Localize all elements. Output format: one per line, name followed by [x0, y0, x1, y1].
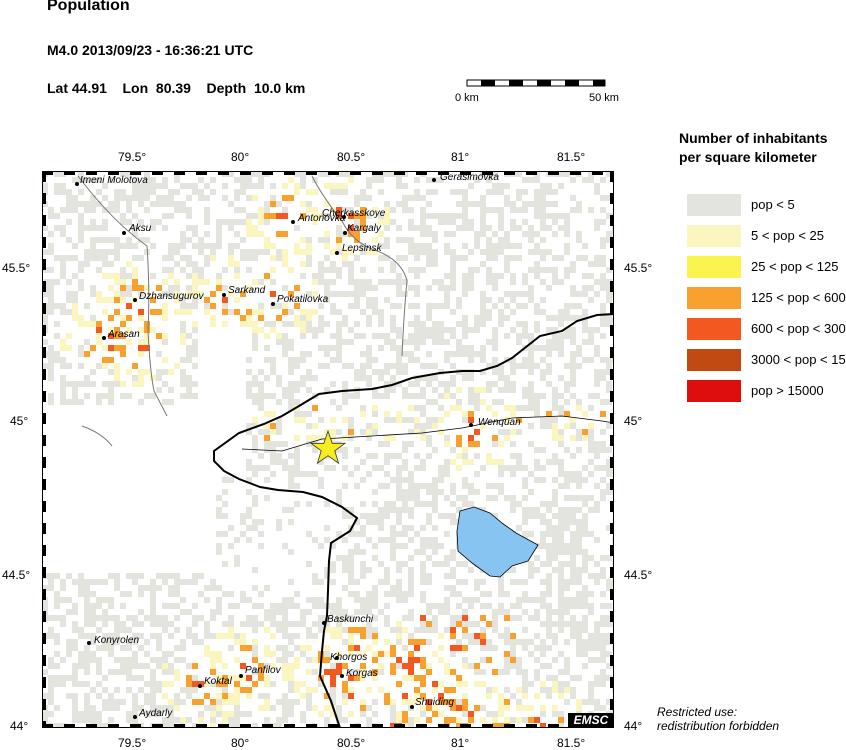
city-dot [133, 298, 137, 302]
city-dot [133, 715, 137, 719]
legend-title: Number of inhabitants per square kilomet… [679, 129, 828, 167]
population-density-layer [42, 171, 614, 728]
city-dot [291, 220, 295, 224]
lat-tick-right: 44° [624, 719, 643, 733]
road-line [241, 415, 614, 452]
legend-swatch [687, 380, 741, 402]
legend-swatch [687, 194, 741, 216]
legend-label: 3000 < pop < 15000 [751, 352, 846, 367]
city-label: Konyrolen [94, 635, 140, 646]
lat-tick-left: 44.5° [2, 568, 31, 582]
legend-label: 125 < pop < 600 [751, 290, 846, 305]
border-line [213, 313, 614, 728]
lake [456, 506, 539, 578]
legend-title-line1: Number of inhabitants [679, 130, 828, 146]
legend-label: pop < 5 [751, 197, 795, 212]
usage-notice: Restricted use: redistribution forbidden [657, 705, 779, 733]
lon-tick-top: 81.5° [557, 150, 586, 164]
city-label: Imeni Molotova [80, 175, 148, 186]
page-title: Population [47, 0, 130, 14]
lon-tick-top: 79.5° [118, 150, 147, 164]
city-label: Lepsinsk [342, 243, 382, 254]
legend-swatch [687, 318, 741, 340]
epicenter-star-icon [309, 429, 347, 465]
lon-tick-top: 81° [451, 150, 470, 164]
city-label: Wenquan [478, 417, 521, 428]
city-label: Gerasimovka [440, 172, 499, 183]
city-dot [271, 302, 275, 306]
emsc-logo: EMSC [568, 713, 614, 728]
city-label: Antonovka [298, 213, 346, 224]
city-dot [198, 684, 202, 688]
lat-tick-right: 44.5° [624, 568, 653, 582]
lon-tick-top: 80.5° [337, 150, 366, 164]
lon-tick-bottom: 81.5° [557, 736, 586, 750]
city-label: Panfilov [245, 665, 281, 676]
city-dot [342, 215, 346, 219]
city-dot [87, 641, 91, 645]
legend-title-line2: per square kilometer [679, 149, 817, 165]
city-label: Aydarly [139, 708, 173, 719]
lat-tick-right: 45.5° [624, 261, 653, 275]
city-dot [432, 178, 436, 182]
usage-notice-line1: Restricted use: [657, 705, 738, 719]
legend-label: 5 < pop < 25 [751, 228, 825, 243]
city-dot [335, 251, 339, 255]
city-dot [343, 231, 347, 235]
city-label: Koktal [204, 676, 232, 687]
city-label: Kargaly [347, 223, 381, 234]
city-markers [75, 178, 473, 719]
city-label: Arasan [108, 329, 140, 340]
lon-tick-top: 80° [231, 150, 250, 164]
city-label: Dzhansugurov [139, 291, 204, 302]
city-label: Sarkand [228, 285, 266, 296]
legend-label: pop > 15000 [751, 383, 824, 398]
lon-tick-bottom: 79.5° [118, 736, 147, 750]
scale-start-label: 0 km [455, 92, 479, 104]
city-label: Korgas [346, 668, 378, 679]
river-lines [77, 175, 408, 447]
event-info: M4.0 2013/09/23 - 16:36:21 UTC [47, 42, 254, 58]
map-frame [42, 171, 614, 728]
city-dot [239, 674, 243, 678]
legend-swatch [687, 349, 741, 371]
legend-swatch [687, 225, 741, 247]
lon-tick-bottom: 81° [451, 736, 470, 750]
city-label: Khorgos [330, 652, 368, 663]
legend-label: 600 < pop < 3000 [751, 321, 846, 336]
lon-tick-bottom: 80.5° [337, 736, 366, 750]
scale-bar [466, 79, 606, 87]
usage-notice-line2: redistribution forbidden [657, 719, 780, 733]
legend-label: 25 < pop < 125 [751, 259, 839, 274]
legend-swatch [687, 256, 741, 278]
city-dot [102, 336, 106, 340]
location-info: Lat 44.91 Lon 80.39 Depth 10.0 km [47, 80, 306, 96]
city-dot [335, 656, 339, 660]
city-dot [75, 182, 79, 186]
city-label: Aksu [129, 223, 152, 234]
city-label: Pokatilovka [277, 294, 329, 305]
lat-tick-left: 44° [10, 719, 29, 733]
lat-tick-right: 45° [624, 414, 643, 428]
city-dot [222, 293, 226, 297]
lat-tick-left: 45.5° [2, 261, 31, 275]
city-label: Baskunchi [327, 614, 374, 625]
city-dot [322, 621, 326, 625]
city-dot [340, 674, 344, 678]
scale-end-label: 50 km [589, 92, 619, 104]
city-dot [410, 705, 414, 709]
population-map[interactable] [42, 171, 614, 728]
lon-tick-bottom: 80° [231, 736, 250, 750]
lat-tick-left: 45° [10, 414, 29, 428]
city-dot [469, 423, 473, 427]
city-label: Shuiding [415, 697, 454, 708]
city-dot [122, 231, 126, 235]
city-label: Cherkasskoye [322, 208, 386, 219]
legend-swatch [687, 287, 741, 309]
